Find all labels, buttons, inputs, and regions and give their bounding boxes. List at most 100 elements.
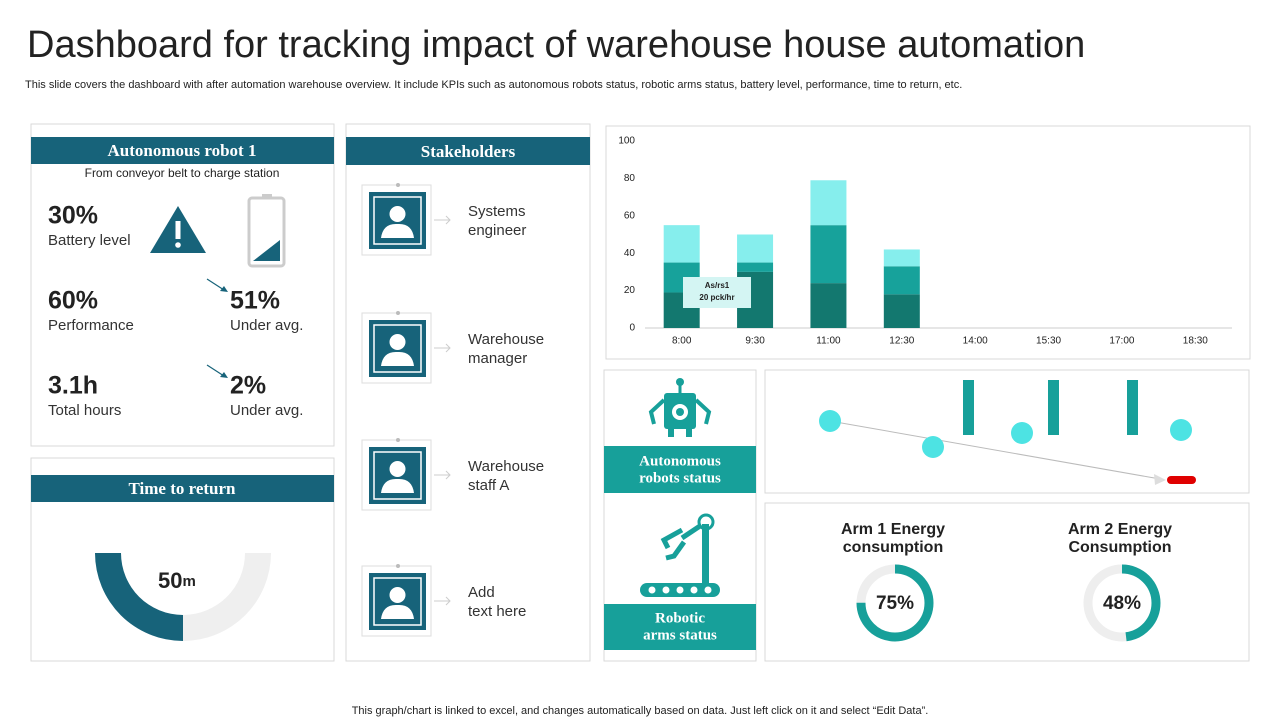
stakeholder-name: Systems bbox=[468, 203, 526, 220]
avatar-pin bbox=[396, 438, 400, 442]
x-tick-label: 8:00 bbox=[672, 336, 692, 347]
panel-title: Time to return bbox=[128, 479, 236, 498]
x-tick-label: 11:00 bbox=[816, 336, 841, 347]
return-number: 50 bbox=[158, 568, 182, 593]
x-tick-label: 15:30 bbox=[1036, 336, 1061, 347]
y-tick-label: 100 bbox=[618, 136, 635, 147]
arrow-head bbox=[220, 286, 228, 292]
kpi-label: Under avg. bbox=[230, 317, 303, 334]
x-tick-label: 17:00 bbox=[1109, 336, 1134, 347]
arrow-head bbox=[220, 372, 228, 378]
bar-segment bbox=[737, 262, 774, 272]
avatar-head bbox=[389, 587, 406, 603]
gauge-arc bbox=[856, 564, 934, 642]
stakeholder-name: engineer bbox=[468, 222, 526, 239]
energy-panel bbox=[764, 502, 1250, 662]
y-tick-label: 40 bbox=[624, 248, 636, 259]
kpi-value: 2% bbox=[230, 372, 266, 400]
status-label: arms status bbox=[643, 627, 717, 643]
gauge-label: 75% bbox=[876, 593, 914, 614]
status-label: robots status bbox=[639, 470, 721, 486]
status-label: Robotic bbox=[655, 610, 705, 626]
avatar-body bbox=[381, 478, 414, 493]
kpi-value: 51% bbox=[230, 287, 280, 315]
arrow bbox=[206, 364, 225, 377]
return-unit: m bbox=[182, 573, 195, 590]
x-tick-label: 12:30 bbox=[889, 336, 914, 347]
chart-panel bbox=[605, 125, 1251, 360]
stakeholder-name: Warehouse bbox=[468, 331, 544, 348]
x-tick-label: 9:30 bbox=[745, 336, 765, 347]
bar-segment bbox=[810, 225, 847, 284]
bar-segment bbox=[810, 180, 847, 226]
bar-segment bbox=[810, 283, 847, 328]
timeline-line bbox=[829, 420, 1161, 480]
timeline-bars bbox=[963, 380, 1138, 435]
bar-segment bbox=[883, 266, 920, 295]
annotation: As/rs1 bbox=[705, 281, 730, 290]
robot-panel bbox=[30, 123, 335, 447]
connector bbox=[434, 215, 451, 225]
gauge-title: Consumption bbox=[1068, 539, 1171, 556]
x-tick-label: 14:00 bbox=[963, 336, 988, 347]
avatar-inner bbox=[373, 324, 422, 373]
avatar-pin bbox=[396, 564, 400, 568]
bar-segment bbox=[737, 234, 774, 263]
y-tick-label: 20 bbox=[624, 285, 636, 296]
annotation-box bbox=[683, 277, 751, 308]
gauge-arc bbox=[1083, 564, 1161, 642]
avatar-inner bbox=[373, 577, 422, 626]
stakeholder-name: staff A bbox=[468, 477, 509, 494]
connector bbox=[434, 470, 451, 480]
y-tick-label: 60 bbox=[624, 210, 636, 221]
subtitle: This slide covers the dashboard with aft… bbox=[25, 79, 962, 91]
time-header bbox=[31, 475, 334, 502]
return-value: 50m bbox=[158, 568, 196, 593]
arm-icon bbox=[640, 513, 720, 597]
kpi-label: Total hours bbox=[48, 402, 121, 419]
kpi-label: Performance bbox=[48, 317, 134, 334]
gauge-title: Arm 2 Energy bbox=[1068, 521, 1172, 538]
connector bbox=[434, 596, 451, 606]
return-arc-rest bbox=[183, 553, 271, 641]
kpi-value: 3.1h bbox=[48, 372, 98, 400]
avatar-pin bbox=[396, 183, 400, 187]
arrow bbox=[206, 278, 225, 291]
status-label: Autonomous bbox=[639, 453, 721, 469]
avatar-head bbox=[389, 461, 406, 477]
kpi-value: 30% bbox=[48, 202, 98, 230]
stakeholder-name: Warehouse bbox=[468, 458, 544, 475]
timeline-arrow bbox=[1154, 474, 1166, 485]
panel-title: Stakeholders bbox=[421, 142, 516, 161]
panel-title: Autonomous robot 1 bbox=[108, 141, 257, 160]
avatar-inner bbox=[373, 196, 422, 245]
timeline-end bbox=[1167, 476, 1196, 484]
gauge-label: 48% bbox=[1103, 593, 1141, 614]
bar-segment bbox=[883, 249, 920, 267]
stakeholder-name: Add bbox=[468, 584, 495, 601]
robot-header bbox=[31, 137, 334, 164]
gauge-title: consumption bbox=[843, 539, 943, 556]
avatar-body bbox=[381, 223, 414, 238]
bar-segment bbox=[663, 225, 700, 263]
timeline-panel bbox=[764, 369, 1250, 494]
robot-icon bbox=[648, 378, 712, 437]
connector bbox=[434, 343, 451, 353]
kpi-label: Under avg. bbox=[230, 402, 303, 419]
y-tick-label: 80 bbox=[624, 173, 636, 184]
battery-fill bbox=[253, 240, 280, 261]
stakeholder-name: manager bbox=[468, 350, 527, 367]
avatar-head bbox=[389, 334, 406, 350]
stakeholders-header bbox=[346, 137, 590, 165]
kpi-value: 60% bbox=[48, 287, 98, 315]
avatar-body bbox=[381, 351, 414, 366]
x-tick-label: 18:30 bbox=[1183, 336, 1208, 347]
kpi-label: Battery level bbox=[48, 232, 131, 249]
warning-dot bbox=[175, 242, 181, 248]
timeline-dots bbox=[819, 410, 1192, 458]
annotation: 20 pck/hr bbox=[699, 293, 734, 302]
gauge-title: Arm 1 Energy bbox=[841, 521, 945, 538]
title: Dashboard for tracking impact of warehou… bbox=[27, 24, 1085, 66]
arms-status-bar bbox=[604, 604, 756, 650]
